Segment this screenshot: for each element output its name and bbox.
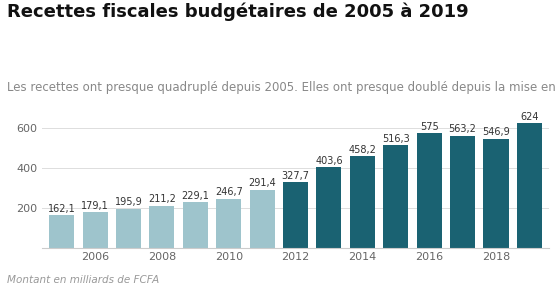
Text: 246,7: 246,7 <box>215 187 243 197</box>
Bar <box>450 136 475 248</box>
Text: 327,7: 327,7 <box>281 171 310 181</box>
Text: 229,1: 229,1 <box>181 191 209 201</box>
Bar <box>250 190 275 248</box>
Bar <box>216 198 241 248</box>
Text: 458,2: 458,2 <box>349 145 376 155</box>
Text: 162,1: 162,1 <box>48 204 75 214</box>
Text: 575: 575 <box>420 122 438 132</box>
Bar <box>49 215 74 248</box>
Bar <box>350 156 375 248</box>
Text: 563,2: 563,2 <box>448 124 477 134</box>
Text: 291,4: 291,4 <box>248 178 276 188</box>
Bar <box>517 124 542 248</box>
Text: 195,9: 195,9 <box>115 197 143 207</box>
Bar <box>483 139 508 248</box>
Text: 546,9: 546,9 <box>482 127 510 137</box>
Bar <box>283 183 308 248</box>
Text: Montant en milliards de FCFA: Montant en milliards de FCFA <box>7 275 159 285</box>
Bar <box>183 202 208 248</box>
Text: 211,2: 211,2 <box>148 194 176 204</box>
Bar <box>417 133 442 248</box>
Text: Les recettes ont presque quadruplé depuis 2005. Elles ont presque doublé depuis : Les recettes ont presque quadruplé depui… <box>7 81 555 94</box>
Bar <box>116 209 141 248</box>
Text: Recettes fiscales budgétaires de 2005 à 2019: Recettes fiscales budgétaires de 2005 à … <box>7 3 469 21</box>
Bar <box>316 167 341 248</box>
Bar <box>149 206 174 248</box>
Text: 624: 624 <box>520 112 539 122</box>
Text: 516,3: 516,3 <box>382 134 410 143</box>
Bar <box>83 212 108 248</box>
Text: 179,1: 179,1 <box>81 201 109 211</box>
Bar <box>384 145 408 248</box>
Text: 403,6: 403,6 <box>315 156 343 166</box>
